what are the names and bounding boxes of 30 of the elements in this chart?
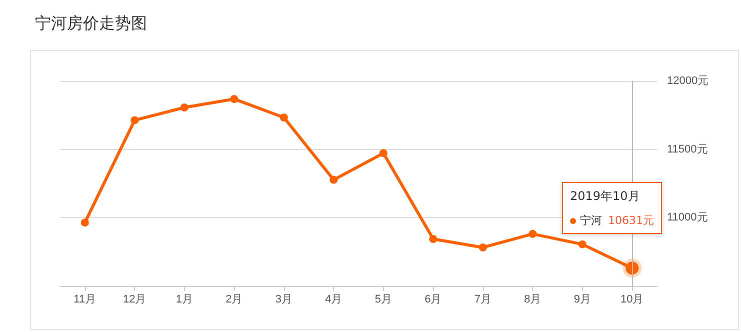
y-tick-label: 11000元	[667, 212, 708, 224]
x-tick-label: 1月	[176, 294, 193, 306]
data-label: 10631元	[608, 214, 654, 228]
point	[330, 176, 338, 184]
point	[528, 230, 537, 238]
legend-label: 宁河	[580, 214, 602, 228]
x-tick-label: 5月	[374, 294, 392, 306]
point	[280, 113, 288, 122]
chart-title: 宁河房价走势图	[35, 14, 147, 32]
point	[578, 240, 586, 248]
point	[130, 116, 139, 124]
x-tick-label: 11月	[74, 294, 96, 306]
y-tick-label: 11500元	[667, 143, 708, 156]
x-tick-label: 7月	[474, 294, 492, 306]
point	[180, 104, 188, 112]
x-tick-label: 3月	[275, 294, 292, 306]
point	[429, 234, 438, 243]
x-tick-label: 9月	[574, 294, 591, 306]
point	[379, 149, 388, 158]
x-tick-label: 8月	[524, 294, 542, 306]
x-tick-label: 12月	[123, 294, 146, 306]
annotation: 2019年10月	[570, 188, 641, 206]
point	[478, 243, 487, 252]
y-tick-label: 12000元	[667, 75, 709, 87]
x-tick-label: 4月	[325, 294, 342, 306]
x-tick-label: 2月	[226, 294, 243, 306]
x-tick-label: 10月	[620, 294, 644, 306]
x-tick-label: 6月	[424, 294, 442, 306]
point	[80, 218, 89, 227]
point	[230, 95, 238, 104]
